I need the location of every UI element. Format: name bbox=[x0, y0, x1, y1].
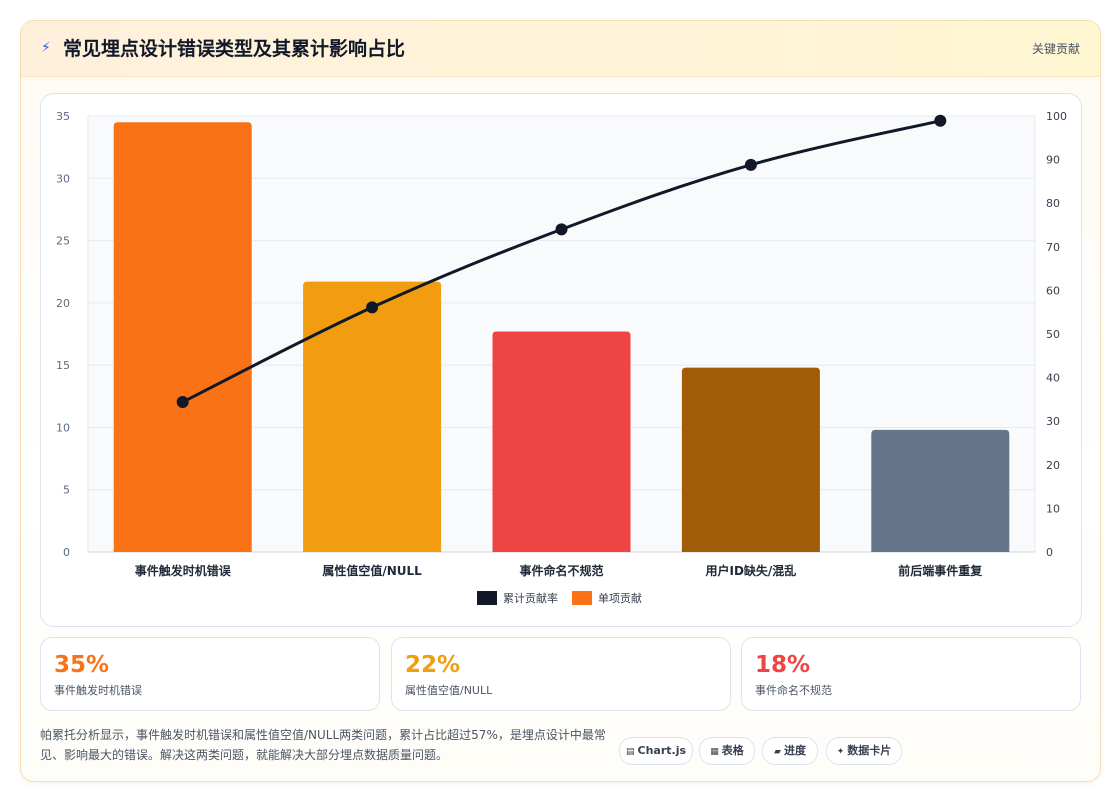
stat-value: 22% bbox=[405, 652, 461, 678]
tag-data-card[interactable]: ✦ 数据卡片 bbox=[826, 737, 902, 765]
legend-label: 单项贡献 bbox=[598, 591, 642, 605]
line-point bbox=[934, 114, 947, 127]
y-tick-left: 30 bbox=[56, 172, 70, 185]
progress-icon: ▰ bbox=[774, 747, 781, 757]
line-point bbox=[366, 301, 379, 314]
bar bbox=[113, 122, 252, 552]
y-tick-right: 70 bbox=[1046, 241, 1060, 254]
line-point bbox=[744, 158, 757, 171]
y-tick-right: 80 bbox=[1046, 197, 1060, 210]
tag-table[interactable]: ▦ 表格 bbox=[699, 737, 755, 765]
tag-label: 数据卡片 bbox=[847, 744, 892, 757]
legend-swatch bbox=[477, 591, 497, 605]
chart-icon: ▤ bbox=[625, 747, 635, 757]
pareto-chart-panel: 0 5 10 15 20 25 30 35 0 10 20 30 40 50 60 70 80 90 100 事件触发… bbox=[40, 93, 1082, 627]
chart-card: ⚡ 常见埋点设计错误类型及其累计影响占比 关键贡献 0 5 10 15 20 25 30 35… bbox=[20, 20, 1101, 782]
page-title: 常见埋点设计错误类型及其累计影响占比 bbox=[63, 38, 406, 60]
x-tick-label: 前后端事件重复 bbox=[898, 563, 983, 578]
stat-card-1: 35% 事件触发时机错误 bbox=[40, 637, 380, 711]
y-tick-right: 90 bbox=[1046, 154, 1060, 167]
y-tick-right: 100 bbox=[1046, 110, 1067, 123]
legend-swatch bbox=[572, 591, 592, 605]
header-badge: 关键贡献 bbox=[1031, 42, 1080, 56]
stat-label: 事件命名不规范 bbox=[755, 684, 832, 697]
tag-label: Chart.js bbox=[637, 744, 687, 757]
y-tick-left: 5 bbox=[63, 484, 70, 497]
tag-label: 进度 bbox=[783, 744, 806, 757]
stat-card-3: 18% 事件命名不规范 bbox=[741, 637, 1081, 711]
stat-value: 18% bbox=[755, 652, 811, 678]
y-tick-left: 0 bbox=[63, 546, 70, 559]
x-tick-label: 用户ID缺失/混乱 bbox=[704, 563, 796, 578]
stat-value: 35% bbox=[54, 652, 110, 678]
x-tick-label: 属性值空值/NULL bbox=[322, 563, 422, 578]
legend-label: 累计贡献率 bbox=[503, 591, 558, 605]
tag-label: 表格 bbox=[721, 744, 744, 757]
bar bbox=[303, 281, 442, 552]
y-tick-right: 40 bbox=[1046, 372, 1060, 385]
bar bbox=[871, 429, 1010, 552]
pareto-chart: 0 5 10 15 20 25 30 35 0 10 20 30 40 50 60 70 80 90 100 事件触发… bbox=[56, 110, 1067, 605]
stat-card-2: 22% 属性值空值/NULL bbox=[391, 637, 731, 711]
lightning-icon: ⚡ bbox=[41, 40, 51, 56]
y-tick-right: 30 bbox=[1046, 415, 1060, 428]
y-tick-right: 20 bbox=[1046, 459, 1060, 472]
bar bbox=[492, 331, 631, 552]
bar bbox=[681, 367, 820, 552]
line-point bbox=[555, 223, 568, 236]
y-tick-right: 10 bbox=[1046, 502, 1060, 515]
tag-progress[interactable]: ▰ 进度 bbox=[762, 737, 818, 765]
summary-text: 帕累托分析显示，事件触发时机错误和属性值空值/NULL两类问题，累计占比超过57… bbox=[40, 728, 606, 762]
y-tick-right: 60 bbox=[1046, 284, 1060, 297]
line-point bbox=[176, 396, 189, 409]
stat-label: 属性值空值/NULL bbox=[405, 684, 493, 697]
y-tick-left: 15 bbox=[56, 359, 70, 372]
y-tick-left: 10 bbox=[56, 421, 70, 434]
stat-label: 事件触发时机错误 bbox=[54, 684, 142, 697]
y-tick-right: 0 bbox=[1046, 546, 1053, 559]
y-tick-right: 50 bbox=[1046, 328, 1060, 341]
x-tick-label: 事件触发时机错误 bbox=[135, 563, 232, 578]
sparkle-icon: ✦ bbox=[836, 747, 845, 757]
y-tick-left: 25 bbox=[56, 235, 70, 248]
x-tick-label: 事件命名不规范 bbox=[519, 563, 603, 578]
y-tick-left: 35 bbox=[56, 110, 70, 123]
card-header: ⚡ 常见埋点设计错误类型及其累计影响占比 关键贡献 bbox=[21, 21, 1100, 77]
y-tick-left: 20 bbox=[56, 297, 70, 310]
tag-chartjs[interactable]: ▤ Chart.js bbox=[619, 737, 693, 765]
table-icon: ▦ bbox=[710, 747, 719, 757]
